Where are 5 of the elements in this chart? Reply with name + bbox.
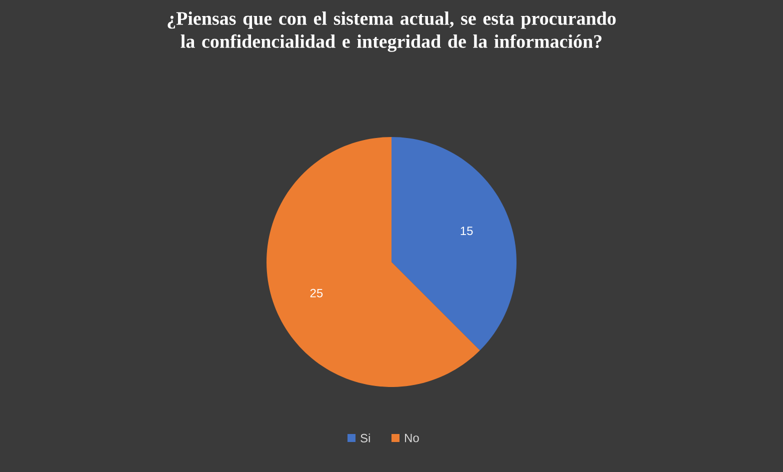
legend-label: No [405,434,419,442]
legend-label: Si [360,434,370,442]
data-label: 25 [310,288,323,298]
data-label: 15 [460,226,473,236]
chart-title: ¿Piensas que con el sistema actual, se esta procurando la confidencialidad e integridad de la información? [168,12,616,52]
